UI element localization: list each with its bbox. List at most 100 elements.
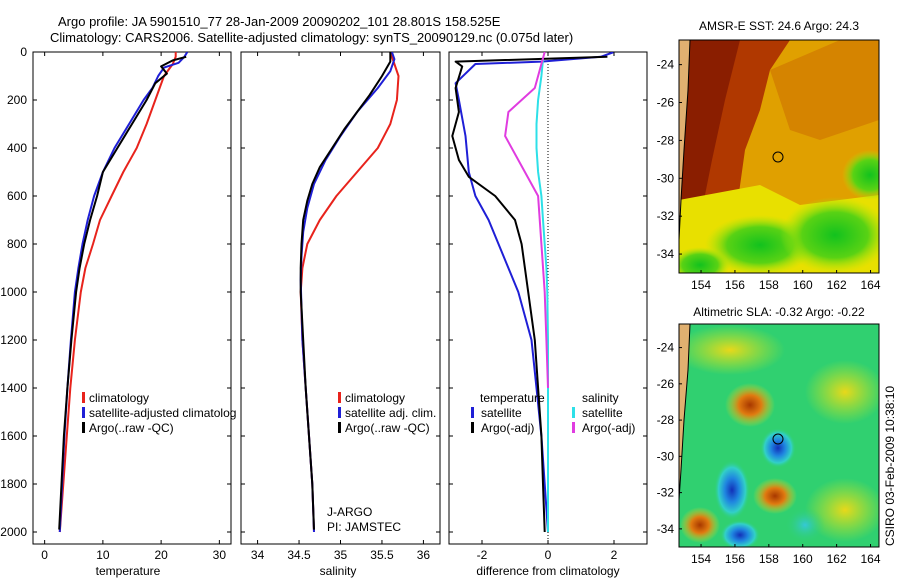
difference-legend: temperature salinity satellite Argo(-adj… [471,391,635,435]
sla-map-panel: Altimetric SLA: -0.32 Argo: -0.22 154 156… [657,305,881,566]
temperature-axis-label: temperature [96,564,161,578]
temperature-legend: climatology satellite-adjusted climatolo… [82,391,236,435]
legend-swatch-temp-satellite [471,407,474,418]
map-y-tick-label: -34 [657,522,675,536]
legend-label-argo: Argo(..raw -QC) [89,421,174,435]
y-tick-label: 200 [7,93,27,107]
map-y-tick-label: -32 [657,486,675,500]
map-y-tick-label: -30 [657,449,675,463]
legend-header-salinity: salinity [582,391,619,405]
map-y-tick-label: -32 [657,209,675,223]
y-tick-label: 1600 [0,429,27,443]
sla-map-title: Altimetric SLA: -0.32 Argo: -0.22 [693,305,865,319]
series-line-sal_argo [504,52,549,389]
map-y-tick-label: -24 [657,341,675,355]
y-tick-label: 800 [7,237,27,251]
series-line-argo [58,55,187,530]
map-x-tick-label: 156 [725,278,745,292]
y-tick-label: 2000 [0,525,27,539]
legend-label-sal-satellite: satellite [582,406,623,420]
x-tick-label: 20 [154,548,168,562]
x-tick-label: -2 [477,548,488,562]
salinity-panel: 34 34.5 35 35.5 36 salinity climatology sate… [240,51,441,578]
legend-swatch-sal-argo [572,422,575,433]
legend-label-sal-argo: Argo(-adj) [582,421,635,435]
y-tick-label: 1800 [0,477,27,491]
map-y-tick-label: -28 [657,133,675,147]
map-y-tick-label: -26 [657,377,675,391]
map-x-tick-label: 158 [759,552,779,566]
legend-label-climatology: climatology [345,391,405,405]
map-y-tick-label: -34 [657,247,675,261]
map-x-tick-label: 158 [759,278,779,292]
series-line-sal_satellite [535,59,549,532]
salinity-legend: climatology satellite adj. clim. Argo(..… [338,391,436,435]
salinity-axis-label: salinity [320,564,357,578]
map-y-tick-label: -24 [657,58,675,72]
legend-swatch-satellite [338,407,341,418]
x-tick-label: 35 [334,548,348,562]
legend-swatch-climatology [82,392,85,403]
map-x-tick-label: 154 [691,278,711,292]
map-x-tick-label: 162 [827,278,847,292]
x-tick-label: 0 [41,548,48,562]
legend-label-climatology: climatology [89,391,149,405]
sst-map-title: AMSR-E SST: 24.6 Argo: 24.3 [699,19,859,33]
legend-label-temp-satellite: satellite [481,406,522,420]
credit-timestamp: CSIRO 03-Feb-2009 10:38:10 [883,386,897,546]
float-program-label: J-ARGO [327,505,372,519]
y-tick-label: 400 [7,141,27,155]
series-line-argo [451,55,608,533]
difference-axis-label: difference from climatology [476,564,619,578]
x-tick-label: 35.5 [370,548,394,562]
legend-swatch-climatology [338,392,341,403]
x-tick-label: 2 [611,548,618,562]
legend-swatch-argo [338,422,341,433]
map-x-tick-label: 162 [827,552,847,566]
map-x-tick-label: 164 [861,552,881,566]
y-tick-label: 1200 [0,333,27,347]
float-pi-label: PI: JAMSTEC [327,520,401,534]
map-x-tick-label: 160 [793,278,813,292]
difference-panel: -2 0 2 difference from climatology tempera… [448,51,648,578]
legend-label-temp-argo: Argo(-adj) [481,421,534,435]
legend-swatch-sal-satellite [572,407,575,418]
sst-heatmap [679,40,879,273]
map-y-tick-label: -26 [657,96,675,110]
salinity-axes-frame [240,51,441,545]
legend-label-satellite: satellite adj. clim. [345,406,436,420]
series-line-satellite [454,52,615,533]
series-line-argo [299,52,392,530]
legend-swatch-satellite [82,407,85,418]
y-tick-label: 600 [7,189,27,203]
figure-title-line-1: Argo profile: JA 5901510_77 28-Jan-2009 … [58,14,501,29]
x-tick-label: 10 [96,548,110,562]
x-tick-label: 36 [417,548,431,562]
map-y-tick-label: -28 [657,413,675,427]
y-tick-label: 1400 [0,381,27,395]
sst-map-panel: AMSR-E SST: 24.6 Argo: 24.3 154 156 158 160… [657,19,881,292]
sst-profile-location-marker [772,151,784,163]
temperature-axes-frame [32,51,232,545]
y-tick-label: 0 [20,45,27,59]
legend-header-temperature: temperature [480,391,545,405]
figure-title-line-2: Climatology: CARS2006. Satellite-adjuste… [50,30,573,45]
legend-swatch-argo [82,422,85,433]
sla-map-frame [678,323,880,548]
legend-swatch-temp-argo [471,422,474,433]
sst-map-frame [678,39,880,274]
x-tick-label: 30 [213,548,227,562]
sla-profile-location-marker [772,433,784,445]
map-y-tick-label: -30 [657,171,675,185]
x-tick-label: 34 [251,548,265,562]
y-tick-label: 1000 [0,285,27,299]
map-x-tick-label: 160 [793,552,813,566]
temperature-panel: 0 10 20 30 0 200 400 600 800 1000 1200 1400 1600 180… [0,45,236,578]
map-x-tick-label: 154 [691,552,711,566]
sla-heatmap [679,324,879,547]
x-tick-label: 34.5 [287,548,311,562]
legend-label-satellite: satellite-adjusted climatolog [89,406,236,420]
map-x-tick-label: 156 [725,552,745,566]
map-x-tick-label: 164 [861,278,881,292]
